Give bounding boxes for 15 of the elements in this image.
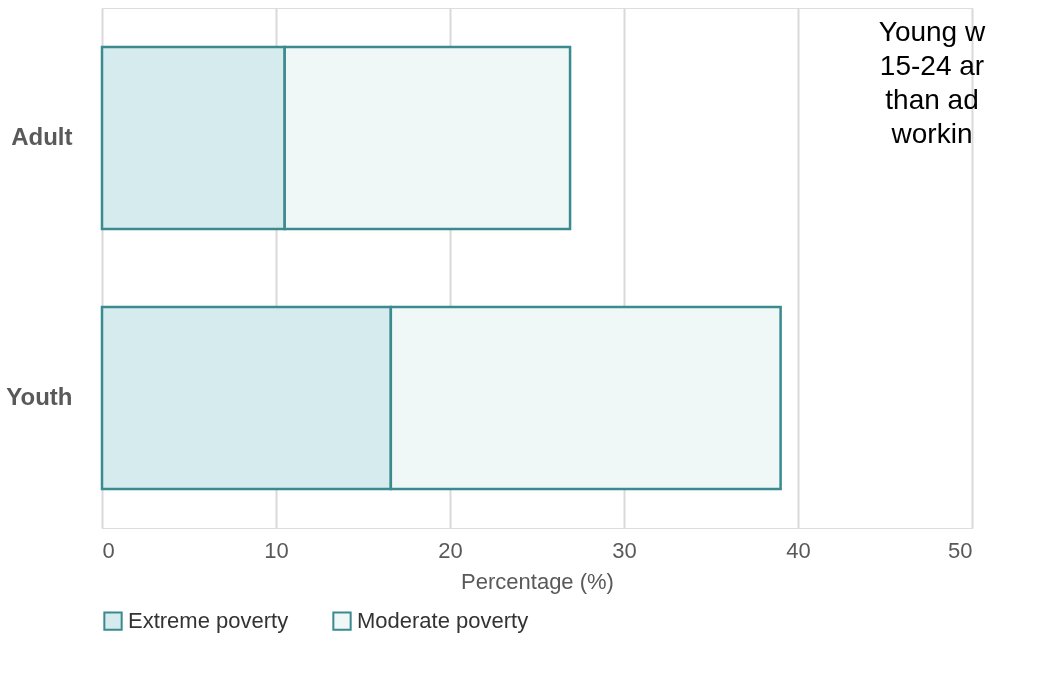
legend-label: Moderate poverty xyxy=(357,608,529,634)
x-tick-label: 0 xyxy=(102,537,115,563)
y-tick-label: Adult xyxy=(11,123,73,150)
annotation: 15-24 ar xyxy=(879,50,985,81)
x-tick-label: 40 xyxy=(786,537,811,563)
x-tick-label: 20 xyxy=(438,537,463,563)
x-axis-title: Percentage (%) xyxy=(461,568,614,594)
annotation: than ad xyxy=(885,84,979,115)
x-tick-label: 30 xyxy=(612,537,637,563)
x-tick-label: 50 xyxy=(948,537,973,563)
annotation: workin xyxy=(890,118,973,149)
y-tick-label: Youth xyxy=(6,383,73,410)
x-tick-label: 10 xyxy=(264,537,289,563)
annotation: Young w xyxy=(878,16,986,47)
legend-label: Extreme poverty xyxy=(128,608,289,634)
